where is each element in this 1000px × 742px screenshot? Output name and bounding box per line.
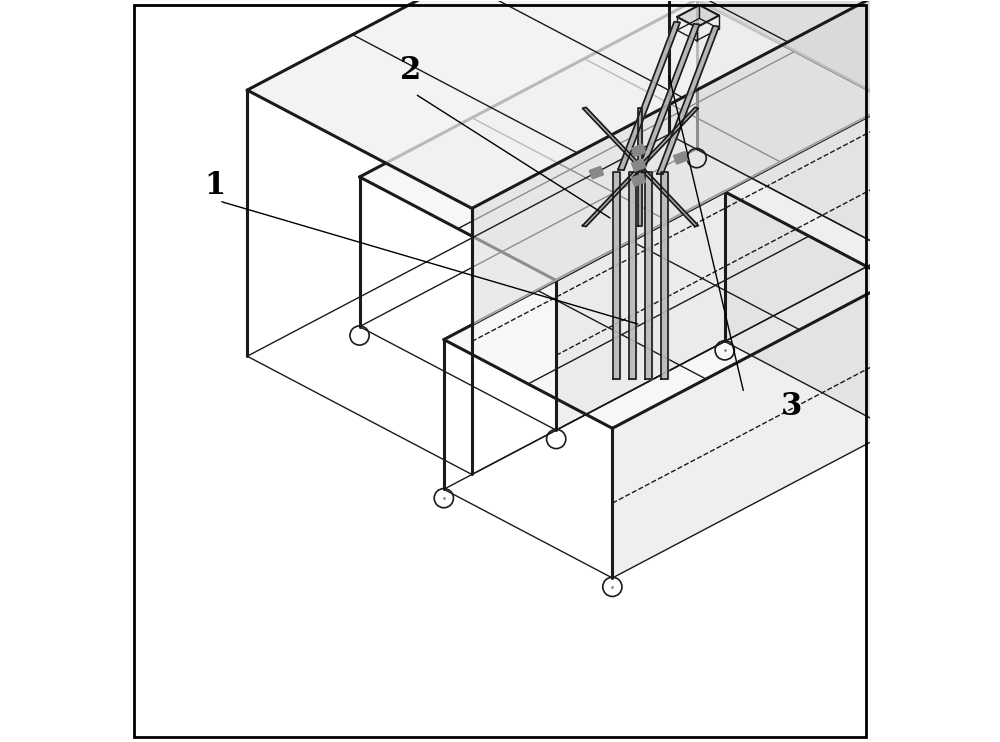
Polygon shape xyxy=(661,172,668,379)
Polygon shape xyxy=(612,280,893,578)
Bar xyxy=(674,151,688,164)
Polygon shape xyxy=(657,26,719,174)
Polygon shape xyxy=(582,108,698,226)
Text: 1: 1 xyxy=(204,170,225,200)
Polygon shape xyxy=(247,0,893,209)
Bar xyxy=(632,174,646,186)
Polygon shape xyxy=(669,0,893,103)
Polygon shape xyxy=(629,172,636,379)
Text: 2: 2 xyxy=(400,55,421,86)
Polygon shape xyxy=(638,108,642,226)
Polygon shape xyxy=(582,108,698,226)
Bar xyxy=(589,166,604,179)
Polygon shape xyxy=(645,172,652,379)
Polygon shape xyxy=(638,24,700,172)
Bar xyxy=(632,159,646,171)
Polygon shape xyxy=(725,191,893,430)
Text: 3: 3 xyxy=(781,391,802,422)
Polygon shape xyxy=(556,103,893,430)
Polygon shape xyxy=(697,0,893,253)
Bar xyxy=(632,144,646,157)
Polygon shape xyxy=(618,22,680,170)
Polygon shape xyxy=(360,0,893,280)
Polygon shape xyxy=(677,5,719,27)
Polygon shape xyxy=(613,172,620,379)
Polygon shape xyxy=(444,191,893,428)
Polygon shape xyxy=(472,0,893,325)
